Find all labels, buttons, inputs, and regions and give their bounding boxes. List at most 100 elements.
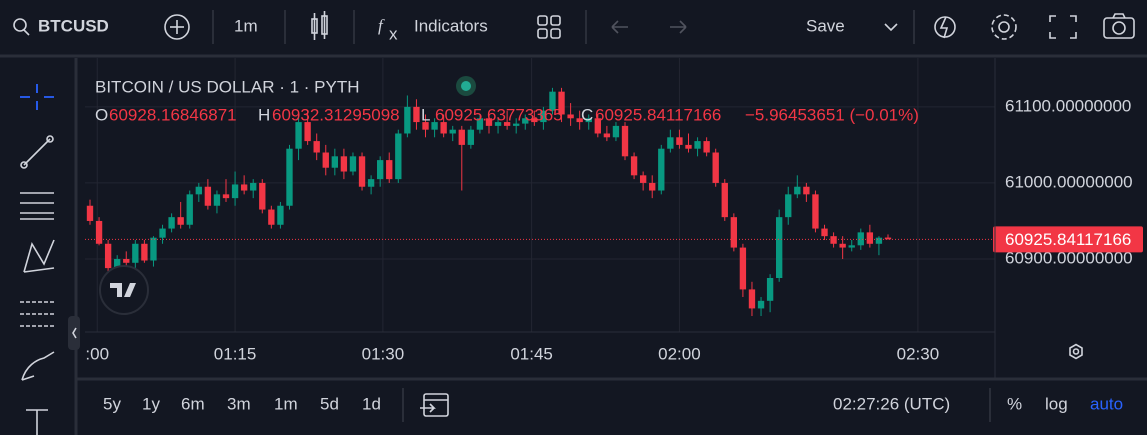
candle-body	[322, 152, 329, 168]
fx-icon-x: x	[389, 24, 398, 43]
candle-body	[848, 245, 855, 248]
redo-button[interactable]	[670, 20, 687, 34]
range-button[interactable]: 6m	[181, 394, 205, 413]
goto-date-button[interactable]	[420, 393, 449, 417]
candle-body	[630, 156, 638, 176]
range-button[interactable]: 1d	[362, 394, 381, 413]
candle-body	[86, 205, 94, 221]
legend-value: 60932.31295098	[272, 105, 400, 124]
candle-body	[114, 258, 121, 269]
x-tick-label: 01:45	[510, 344, 553, 363]
candle-body	[594, 118, 601, 134]
symbol-search[interactable]: BTCUSD	[13, 16, 109, 36]
candle-body	[150, 237, 157, 261]
candle-body	[776, 217, 783, 278]
screenshot-button[interactable]	[1103, 13, 1135, 39]
candle-body	[794, 186, 801, 195]
auto-toggle[interactable]: auto	[1090, 394, 1123, 413]
indicators-button[interactable]: f x Indicators	[378, 16, 488, 44]
legend-value: 60928.16846871	[109, 105, 237, 124]
candle-body	[576, 118, 583, 123]
indicators[interactable]: Indicators	[414, 16, 488, 35]
candle-body	[268, 209, 275, 225]
legend-change: −5.96453651 (−0.01%)	[745, 105, 919, 124]
candle-body	[458, 129, 465, 145]
y-tick-label: 61000.00000000	[1005, 172, 1133, 191]
candle-body	[585, 118, 592, 123]
x-tick-label: 01:15	[214, 344, 257, 363]
layouts-button[interactable]	[537, 15, 561, 39]
candle-body	[304, 122, 311, 142]
candle-body	[721, 182, 728, 218]
left-toolbar	[0, 58, 75, 435]
save[interactable]: Save	[806, 16, 845, 35]
candle-body	[730, 217, 738, 248]
clock[interactable]: 02:27:26 (UTC)	[833, 394, 950, 413]
range-button[interactable]: 5d	[320, 394, 339, 413]
settings-button[interactable]	[991, 14, 1017, 40]
fx-icon: f	[378, 16, 385, 35]
x-tick-label: 01:30	[362, 344, 405, 363]
chart-style-button[interactable]	[311, 11, 328, 40]
legend-key: O	[95, 105, 108, 124]
candle-body	[340, 156, 348, 172]
candle-body	[104, 243, 112, 269]
candle-body	[313, 141, 320, 153]
candle-body	[331, 156, 339, 168]
candle-body	[748, 289, 756, 309]
candle-body	[422, 122, 429, 130]
candle-body	[440, 122, 447, 134]
candle-body	[195, 186, 202, 195]
range-button[interactable]: 1y	[142, 394, 160, 413]
text-tool[interactable]	[26, 409, 48, 435]
candle-body	[522, 118, 529, 124]
chart-title: BITCOIN / US DOLLAR · 1 · PYTH	[95, 77, 360, 96]
crosshair-tool[interactable]	[20, 84, 54, 110]
tv-logo[interactable]	[99, 265, 149, 315]
candle-body	[612, 125, 620, 138]
x-tick-label: :00	[85, 344, 109, 363]
percent-toggle[interactable]: %	[1007, 394, 1022, 413]
brush-tool[interactable]	[21, 351, 55, 381]
auto-fit-button[interactable]	[1069, 343, 1083, 360]
compare-button[interactable]	[164, 14, 190, 40]
pattern-tool[interactable]	[23, 239, 55, 273]
range-button[interactable]: 1m	[274, 394, 298, 413]
x-tick-label: 02:00	[658, 344, 701, 363]
candle-body	[186, 194, 193, 225]
market-status-dot	[461, 81, 471, 91]
range-button[interactable]: 3m	[227, 394, 251, 413]
y-tick-label: 60900.00000000	[1005, 248, 1133, 267]
candle-body	[431, 122, 438, 130]
collapse-button[interactable]	[68, 316, 80, 350]
undo-button[interactable]	[611, 20, 628, 34]
candle-body	[639, 175, 647, 183]
candle-body	[739, 247, 747, 290]
candle-body	[812, 194, 819, 229]
legend-value: 60925.84117166	[595, 105, 721, 124]
alert-button[interactable]	[934, 16, 956, 39]
candle-body	[395, 133, 402, 180]
fullscreen-button[interactable]	[1049, 15, 1077, 39]
candle-body	[295, 122, 302, 149]
candle-body	[286, 148, 293, 206]
legend-key: H	[258, 105, 270, 124]
candle-body	[449, 129, 456, 134]
log-toggle[interactable]: log	[1045, 394, 1068, 413]
candle-body	[875, 237, 883, 244]
trendline-tool[interactable]	[20, 135, 54, 169]
candle-body	[866, 232, 874, 244]
fib-tool[interactable]	[20, 192, 54, 220]
x-tick-label: 02:30	[897, 344, 940, 363]
interval[interactable]: 1m	[234, 16, 258, 35]
range-button[interactable]: 5y	[103, 394, 121, 413]
save-menu[interactable]	[884, 23, 898, 32]
symbol[interactable]: BTCUSD	[38, 16, 109, 35]
candle-body	[95, 220, 103, 244]
candle-body	[404, 106, 411, 134]
candle-body	[213, 194, 221, 206]
grid: 60900.00000000 61000.00000000 61100.000000…	[85, 58, 1133, 363]
candle-body	[485, 118, 493, 126]
legend-key: C	[581, 105, 593, 124]
